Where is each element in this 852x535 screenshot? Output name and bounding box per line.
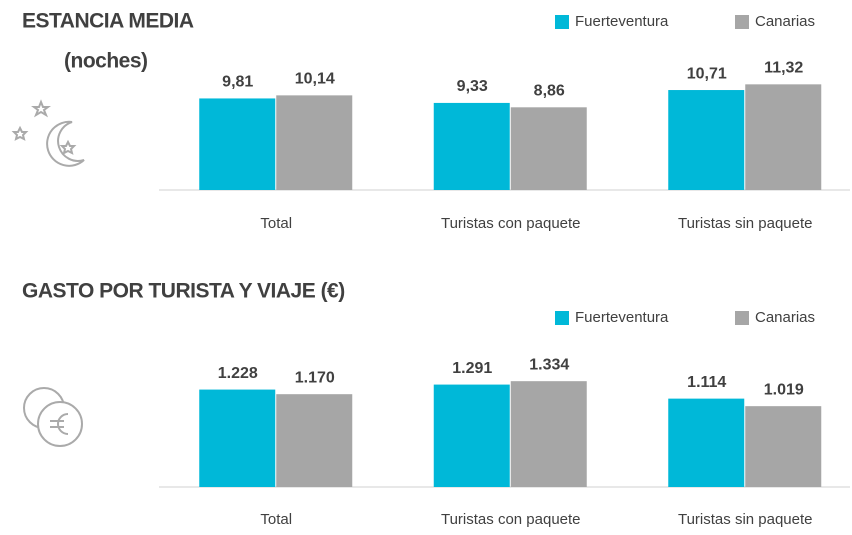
value-label: 9,81 <box>222 74 253 91</box>
coins-icon <box>23 387 83 447</box>
value-label: 11,32 <box>764 60 803 77</box>
chart-subtitle: (noches) <box>64 50 148 73</box>
value-label: 1.114 <box>687 374 726 391</box>
x-tick-label: Total <box>260 511 292 528</box>
legend-swatch <box>735 311 749 325</box>
bar <box>510 381 587 487</box>
legend-label: Fuerteventura <box>575 309 669 326</box>
value-label: 1.334 <box>529 356 569 373</box>
bar <box>276 95 353 190</box>
value-label: 8,86 <box>534 83 565 100</box>
legend-label: Canarias <box>755 309 815 326</box>
value-label: 1.170 <box>295 369 335 386</box>
bar <box>745 406 822 487</box>
value-label: 10,14 <box>295 71 335 88</box>
legend-label: Canarias <box>755 13 815 30</box>
bar <box>668 398 745 487</box>
legend-swatch <box>555 15 569 29</box>
chart-title: GASTO POR TURISTA Y VIAJE (€) <box>22 280 345 303</box>
bar <box>668 90 745 190</box>
value-label: 1.228 <box>218 365 258 382</box>
moon-icon <box>11 99 85 167</box>
bar <box>276 394 353 487</box>
bar <box>433 102 510 190</box>
legend-label: Fuerteventura <box>575 13 669 30</box>
x-tick-label: Turistas sin paquete <box>678 215 813 232</box>
x-tick-label: Turistas con paquete <box>441 511 581 528</box>
value-label: 10,71 <box>687 65 727 82</box>
bar <box>199 389 276 487</box>
legend-swatch <box>555 311 569 325</box>
x-tick-label: Turistas sin paquete <box>678 511 813 528</box>
legend-swatch <box>735 15 749 29</box>
bar <box>745 84 822 190</box>
value-label: 9,33 <box>457 78 488 95</box>
value-label: 1.019 <box>764 381 804 398</box>
bar <box>510 107 587 190</box>
bar <box>433 384 510 487</box>
bar <box>199 98 276 190</box>
x-tick-label: Total <box>260 215 292 232</box>
chart-title: ESTANCIA MEDIA <box>22 10 194 33</box>
x-tick-label: Turistas con paquete <box>441 215 581 232</box>
value-label: 1.291 <box>452 360 492 377</box>
